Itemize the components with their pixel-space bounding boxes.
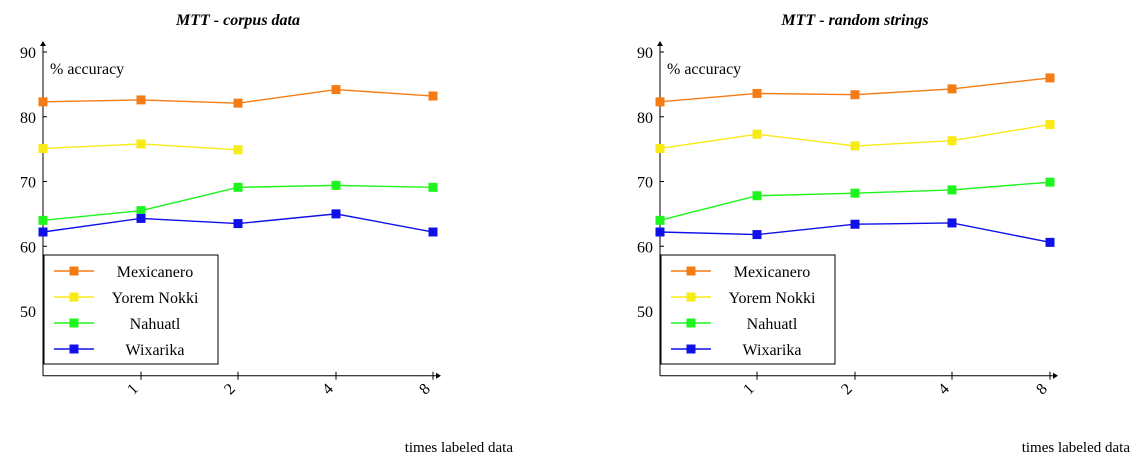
data-point-yorem-nokki xyxy=(1045,120,1055,130)
legend-label-yorem-nokki: Yorem Nokki xyxy=(112,290,199,307)
data-point-mexicanero xyxy=(331,85,341,95)
legend-marker-nahuatl xyxy=(69,318,79,328)
y-tick-label: 80 xyxy=(20,110,36,127)
y-tick-label: 70 xyxy=(637,175,653,192)
x-tick-label: 4 xyxy=(935,381,953,399)
data-point-nahuatl xyxy=(850,188,860,198)
x-axis-label: times labeled data xyxy=(1022,440,1131,455)
series-mexicanero xyxy=(38,85,438,108)
data-point-wixarika xyxy=(331,209,341,219)
data-point-wixarika xyxy=(1045,237,1055,247)
y-tick-label: 90 xyxy=(637,45,653,62)
data-point-mexicanero xyxy=(38,97,48,107)
legend-label-nahuatl: Nahuatl xyxy=(130,316,181,333)
data-point-nahuatl xyxy=(655,215,665,225)
x-tick-label: 8 xyxy=(1033,381,1051,399)
x-tick-label: 4 xyxy=(319,381,337,399)
data-point-nahuatl xyxy=(752,191,762,201)
data-point-nahuatl xyxy=(331,180,341,190)
y-tick-label: 70 xyxy=(20,175,36,192)
chart-title: MTT - corpus data xyxy=(175,12,300,29)
data-point-mexicanero xyxy=(655,97,665,107)
data-point-wixarika xyxy=(233,219,243,229)
series-wixarika xyxy=(655,218,1055,247)
legend-marker-wixarika xyxy=(686,344,696,354)
series-yorem-nokki xyxy=(655,120,1055,153)
y-axis-label: % accuracy xyxy=(50,61,124,78)
data-point-mexicanero xyxy=(947,84,957,94)
data-point-wixarika xyxy=(428,227,438,237)
data-point-yorem-nokki xyxy=(38,143,48,153)
y-tick-label: 60 xyxy=(20,239,36,256)
data-point-mexicanero xyxy=(1045,73,1055,83)
data-point-wixarika xyxy=(136,213,146,223)
data-point-mexicanero xyxy=(428,91,438,101)
series-yorem-nokki xyxy=(38,139,243,155)
legend: Mexicanero Yorem Nokki Nahuatl Wixarika xyxy=(43,254,219,365)
legend-label-wixarika: Wixarika xyxy=(126,342,185,359)
data-point-nahuatl xyxy=(233,182,243,192)
legend-marker-mexicanero xyxy=(686,266,696,276)
data-point-mexicanero xyxy=(233,98,243,108)
y-tick-label: 50 xyxy=(637,304,653,321)
y-tick-label: 60 xyxy=(637,239,653,256)
legend-marker-yorem-nokki xyxy=(69,292,79,302)
legend: Mexicanero Yorem Nokki Nahuatl Wixarika xyxy=(660,254,836,365)
data-point-mexicanero xyxy=(752,88,762,98)
data-point-yorem-nokki xyxy=(233,145,243,155)
x-tick-label: 8 xyxy=(416,381,434,399)
series-mexicanero xyxy=(655,73,1055,107)
data-point-nahuatl xyxy=(136,206,146,216)
chart-panel-corpus-data: MTT - corpus data 50 60 70 80 90 1 2 4 8 % accurac… xyxy=(20,12,513,455)
series-nahuatl xyxy=(38,180,438,225)
legend-marker-yorem-nokki xyxy=(686,292,696,302)
chart-title: MTT - random strings xyxy=(780,12,928,29)
legend-marker-mexicanero xyxy=(69,266,79,276)
data-point-yorem-nokki xyxy=(655,143,665,153)
x-tick-label: 1 xyxy=(740,381,758,399)
data-point-yorem-nokki xyxy=(136,139,146,149)
x-axis-label: times labeled data xyxy=(405,440,514,455)
y-tick-label: 90 xyxy=(20,45,36,62)
series-wixarika xyxy=(38,209,438,237)
data-point-mexicanero xyxy=(850,90,860,100)
data-point-yorem-nokki xyxy=(947,136,957,146)
data-point-wixarika xyxy=(850,219,860,229)
y-tick-label: 80 xyxy=(637,110,653,127)
y-axis-arrow xyxy=(657,41,663,46)
x-tick-label: 2 xyxy=(221,381,239,399)
legend-label-mexicanero: Mexicanero xyxy=(117,264,193,281)
data-point-nahuatl xyxy=(947,185,957,195)
legend-label-nahuatl: Nahuatl xyxy=(747,316,798,333)
x-axis-arrow xyxy=(1053,372,1058,379)
y-axis-arrow xyxy=(40,41,46,46)
data-point-nahuatl xyxy=(428,182,438,192)
x-tick-label: 1 xyxy=(124,381,142,399)
y-tick-label: 50 xyxy=(20,304,36,321)
legend-marker-wixarika xyxy=(69,344,79,354)
data-point-mexicanero xyxy=(136,95,146,105)
x-axis-arrow xyxy=(436,372,441,379)
series-line-nahuatl xyxy=(659,181,1051,222)
y-axis-label: % accuracy xyxy=(667,61,741,78)
chart-panel-random-strings: MTT - random strings 50 60 70 80 90 1 2 4 8 % accu… xyxy=(637,12,1130,455)
data-point-nahuatl xyxy=(1045,177,1055,187)
data-point-wixarika xyxy=(752,230,762,240)
data-point-yorem-nokki xyxy=(752,129,762,139)
legend-label-wixarika: Wixarika xyxy=(743,342,802,359)
legend-marker-nahuatl xyxy=(686,318,696,328)
legend-label-yorem-nokki: Yorem Nokki xyxy=(729,290,816,307)
legend-label-mexicanero: Mexicanero xyxy=(734,264,810,281)
data-point-yorem-nokki xyxy=(850,141,860,151)
data-point-wixarika xyxy=(947,218,957,228)
data-point-wixarika xyxy=(38,227,48,237)
series-nahuatl xyxy=(655,177,1055,225)
data-point-wixarika xyxy=(655,227,665,237)
x-tick-label: 2 xyxy=(838,381,856,399)
data-point-nahuatl xyxy=(38,215,48,225)
